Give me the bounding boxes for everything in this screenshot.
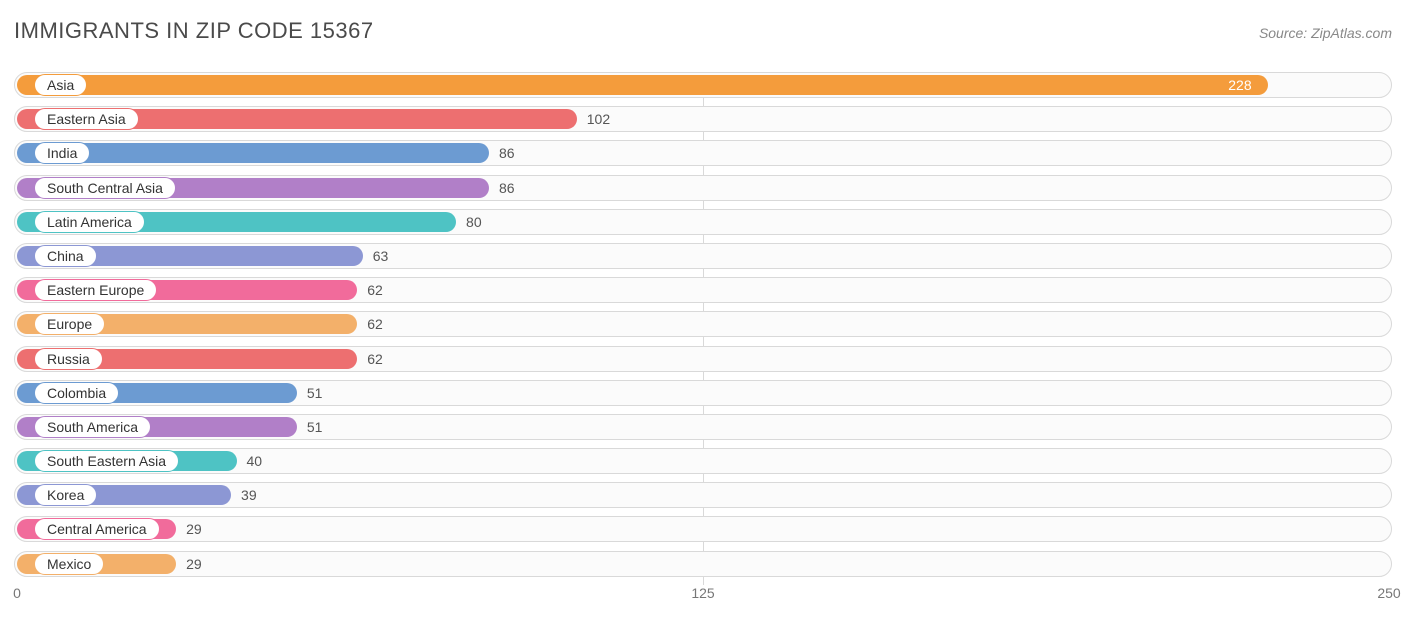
bar-row: 51 Colombia — [14, 380, 1392, 406]
axis-tick: 250 — [1377, 585, 1400, 601]
bar-value: 102 — [587, 106, 610, 132]
bar-value: 80 — [466, 209, 482, 235]
chart-container: IMMIGRANTS IN ZIP CODE 15367 Source: Zip… — [0, 0, 1406, 643]
bar-track — [14, 551, 1392, 577]
bar-label-pill: Latin America — [34, 211, 145, 233]
bar-label-pill: India — [34, 142, 90, 164]
bar-value: 86 — [499, 175, 515, 201]
bar-label-pill: Russia — [34, 348, 103, 370]
bar-row: 39 Korea — [14, 482, 1392, 508]
bar-row: 86 South Central Asia — [14, 175, 1392, 201]
bar-row: 29 Central America — [14, 516, 1392, 542]
bar-label-pill: Asia — [34, 74, 87, 96]
bar-value: 40 — [247, 448, 263, 474]
bar-row: 51 South America — [14, 414, 1392, 440]
bar-label-pill: Mexico — [34, 553, 104, 575]
header: IMMIGRANTS IN ZIP CODE 15367 Source: Zip… — [14, 18, 1392, 44]
bar-label-pill: Europe — [34, 313, 105, 335]
bar-row: 63 China — [14, 243, 1392, 269]
bar-label-pill: Eastern Asia — [34, 108, 139, 130]
bar-row: 40 South Eastern Asia — [14, 448, 1392, 474]
bar-row: 86 India — [14, 140, 1392, 166]
bar-track — [14, 516, 1392, 542]
bar-value: 62 — [367, 346, 383, 372]
x-axis: 0125250 — [14, 585, 1392, 615]
bar-fill — [17, 75, 1268, 95]
bar-value: 62 — [367, 311, 383, 337]
bar-value: 51 — [307, 380, 323, 406]
bar-row: 62 Europe — [14, 311, 1392, 337]
bar-label-pill: Eastern Europe — [34, 279, 157, 301]
bar-label-pill: Colombia — [34, 382, 119, 404]
axis-tick: 125 — [691, 585, 714, 601]
bar-value: 228 — [1228, 72, 1251, 98]
bar-label-pill: South Central Asia — [34, 177, 176, 199]
bar-value: 51 — [307, 414, 323, 440]
bar-row: 102 Eastern Asia — [14, 106, 1392, 132]
bar-value: 29 — [186, 551, 202, 577]
bar-row: 62 Eastern Europe — [14, 277, 1392, 303]
bar-value: 62 — [367, 277, 383, 303]
chart-title: IMMIGRANTS IN ZIP CODE 15367 — [14, 18, 374, 44]
axis-tick: 0 — [13, 585, 21, 601]
bar-value: 63 — [373, 243, 389, 269]
bar-label-pill: Central America — [34, 518, 160, 540]
bar-row: 29 Mexico — [14, 551, 1392, 577]
bar-label-pill: South America — [34, 416, 151, 438]
bar-label-pill: Korea — [34, 484, 97, 506]
bar-value: 86 — [499, 140, 515, 166]
bar-row: 62 Russia — [14, 346, 1392, 372]
chart-area: 228 Asia 102 Eastern Asia 86 India 86 South Cen… — [14, 72, 1392, 615]
bar-value: 39 — [241, 482, 257, 508]
bar-row: 228 Asia — [14, 72, 1392, 98]
bar-label-pill: China — [34, 245, 97, 267]
bar-row: 80 Latin America — [14, 209, 1392, 235]
source-attribution: Source: ZipAtlas.com — [1259, 25, 1392, 41]
bar-value: 29 — [186, 516, 202, 542]
bar-label-pill: South Eastern Asia — [34, 450, 179, 472]
